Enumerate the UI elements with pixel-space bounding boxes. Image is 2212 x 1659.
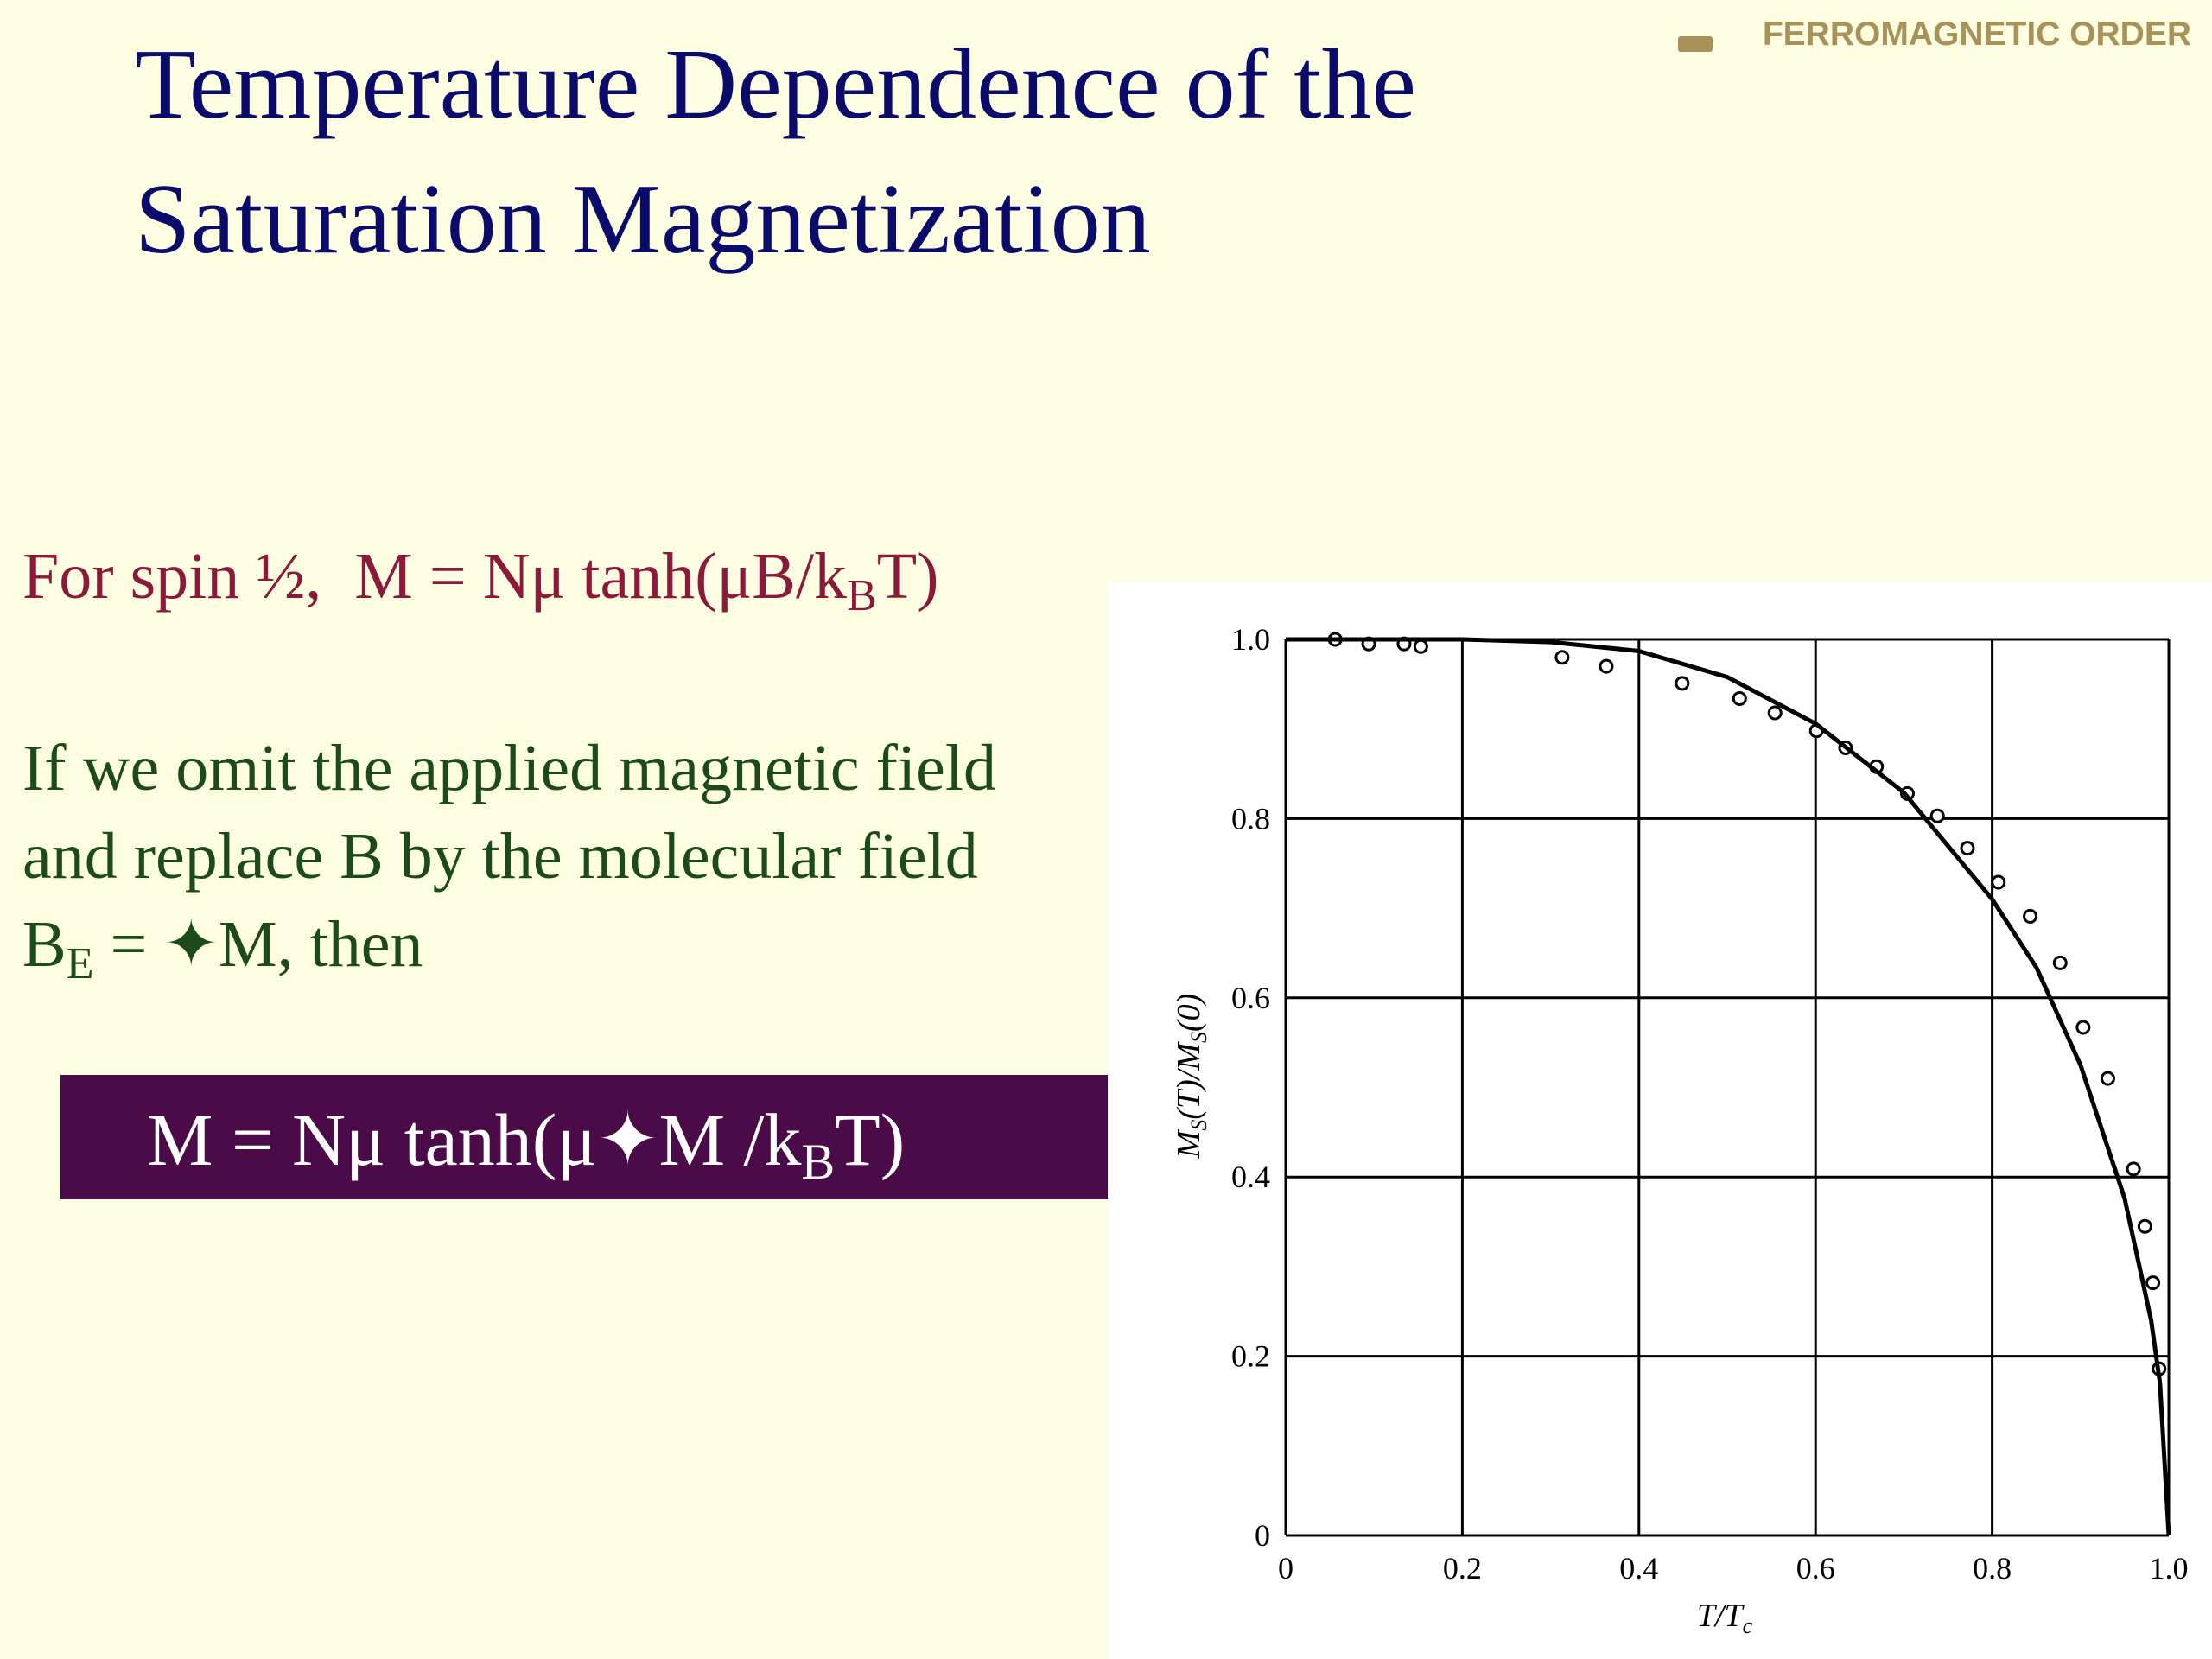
eq-subscript: B: [847, 571, 877, 620]
data-point: [1767, 705, 1783, 721]
label-part: (0): [1171, 994, 1207, 1032]
data-point: [2126, 1161, 2141, 1177]
data-point: [2137, 1218, 2152, 1234]
eq-part: M, then: [219, 908, 423, 981]
data-point: [1960, 841, 1975, 856]
title-line: Saturation Magnetization: [135, 164, 1151, 275]
label-part: T/T: [1697, 1598, 1745, 1634]
y-tick-label: 0.4: [1231, 1160, 1270, 1194]
label-subscript: S: [1186, 1120, 1211, 1131]
eq-symbol: ✦: [597, 1098, 659, 1181]
eq-part: For spin ½, M = N: [22, 540, 531, 613]
x-tick-label: 0.6: [1796, 1551, 1835, 1586]
x-tick-label: 0.4: [1619, 1551, 1658, 1586]
eq-symbol: μ: [346, 1098, 385, 1181]
y-tick-label: 1.0: [1231, 622, 1270, 657]
x-tick-label: 0.8: [1973, 1551, 2012, 1586]
chart: 0 0.2 0.4 0.6 0.8 1.0 0 0.2 0.4 0.6 0.8 1.0: [1231, 622, 2189, 1586]
eq-part: =: [93, 908, 163, 981]
data-point: [1991, 874, 2006, 890]
y-tick-label: 0.8: [1231, 801, 1270, 836]
x-tick-label: 0.2: [1443, 1551, 1482, 1586]
chart-panel: [1108, 582, 2212, 1659]
title-line: Temperature Dependence of the: [135, 29, 1416, 140]
data-point: [2075, 1020, 2091, 1035]
data-point: [1732, 690, 1747, 706]
data-point: [1929, 808, 1945, 823]
y-tick-label: 0: [1255, 1518, 1270, 1553]
data-point: [1554, 650, 1570, 665]
x-tick-label: 1.0: [2150, 1551, 2189, 1586]
eq-part: M = N: [147, 1098, 346, 1181]
eq-part: T): [835, 1098, 905, 1181]
data-point: [2052, 955, 2068, 970]
curve: [1286, 637, 2171, 1536]
eq-part: B: [22, 908, 67, 981]
data-point: [1413, 639, 1428, 654]
y-axis-label: MS(T)/MS(0): [1171, 994, 1211, 1160]
data-point: [2145, 1275, 2161, 1291]
data-point: [1675, 676, 1690, 691]
data-point: [2023, 908, 2038, 924]
label-part: (T)/M: [1171, 1041, 1207, 1120]
y-tick-label: 0.6: [1231, 981, 1270, 1015]
section-tag: FERROMAGNETIC ORDER: [1763, 16, 2191, 53]
eq-part: T): [877, 540, 939, 613]
data-point: [2100, 1071, 2115, 1086]
eq-part: M /k: [659, 1098, 802, 1181]
be-line: BE = ✦M, then: [22, 908, 423, 988]
eq-symbol: μ: [531, 540, 566, 613]
label-part: M: [1171, 1128, 1207, 1159]
paragraph-line: and replace B by the molecular field: [22, 820, 978, 893]
eq-part: tanh(μB/k: [565, 540, 847, 613]
equation-box: [60, 1075, 1108, 1199]
eq-subscript: E: [67, 939, 94, 988]
eq-part: tanh(μ: [385, 1098, 596, 1181]
spin-equation: For spin ½, M = Nμ tanh(μB/kBT): [22, 540, 938, 620]
x-tick-label: 0: [1278, 1551, 1294, 1586]
eq-symbol: ✦: [163, 908, 219, 981]
paragraph-line: If we omit the applied magnetic field: [22, 732, 996, 804]
data-point: [1599, 658, 1614, 674]
label-subscript: S: [1186, 1032, 1211, 1043]
eq-subscript: B: [801, 1134, 835, 1190]
tag-icon: [1678, 36, 1713, 52]
boxed-equation: M = Nμ tanh(μ✦M /kBT): [147, 1098, 905, 1190]
x-axis-label: T/Tc: [1697, 1598, 1753, 1638]
y-tick-label: 0.2: [1231, 1339, 1270, 1374]
label-subscript: c: [1743, 1613, 1753, 1638]
